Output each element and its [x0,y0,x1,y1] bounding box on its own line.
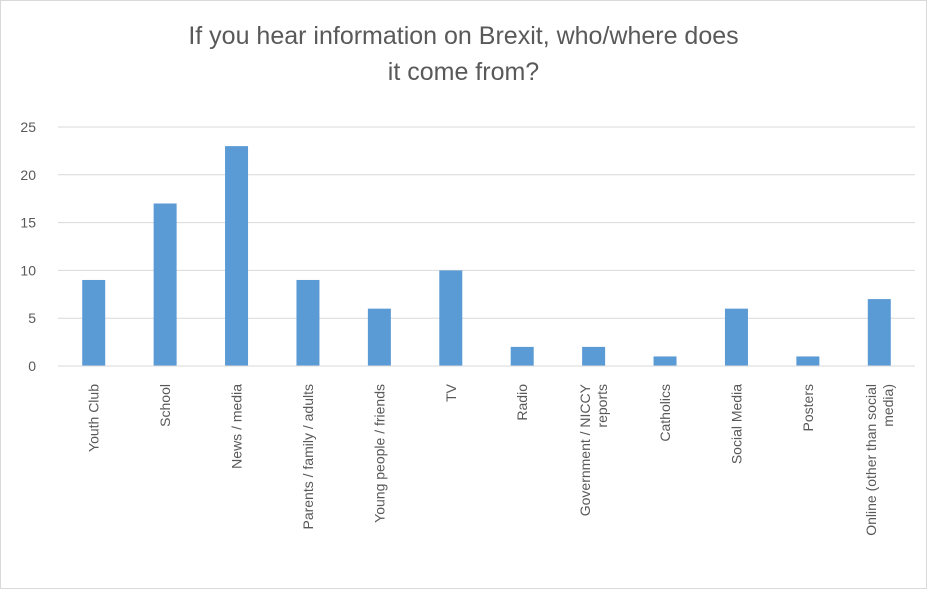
y-tick-label-10: 10 [20,262,36,278]
chart-title-line-2: it come from? [387,58,540,86]
x-axis-tick-labels: Youth Club School News / media Parents / fa… [86,383,896,535]
x-tick-label-8-0: Catholics [657,384,673,442]
x-tick-label-9-0: Social Media [728,384,744,464]
bar-7 [582,346,606,366]
y-tick-label-15: 15 [20,215,36,231]
bar-10 [796,356,820,366]
x-tick-label-10-0: Posters [800,384,816,431]
bar-2 [225,146,249,366]
chart-title-line-1: If you hear information on Brexit, who/w… [188,22,739,50]
y-tick-label-0: 0 [28,358,36,374]
bar-3 [296,279,320,366]
x-tick-label-6-0: Radio [514,384,530,421]
x-tick-label-7-0: Government / NICCY [577,383,593,516]
y-tick-label-5: 5 [28,310,36,326]
bar-11 [867,299,891,366]
x-tick-label-5-0: TV [443,383,459,402]
y-tick-label-20: 20 [20,167,36,183]
x-tick-label-11-0: Online (other than social [863,384,879,536]
x-tick-label-3-0: Parents / family / adults [300,384,316,530]
bar-4 [367,308,391,366]
bar-6 [510,346,534,366]
chart-title: If you hear information on Brexit, who/w… [0,18,927,90]
y-axis-ticks: 0 5 10 15 20 25 [20,119,36,374]
x-tick-label-0-0: Youth Club [86,384,102,452]
bar-9 [724,308,748,366]
x-tick-label-1-0: School [157,384,173,427]
x-tick-label-4-0: Young people / friends [371,384,387,523]
x-tick-label-2-0: News / media [229,384,245,469]
x-tick-label-7-1: reports [594,384,610,428]
bar-1 [153,203,177,366]
bars [82,146,891,366]
x-tick-label-11-1: media) [880,384,896,427]
bar-5 [439,270,463,366]
gridlines [58,126,915,319]
y-tick-label-25: 25 [20,119,36,135]
bar-0 [82,279,106,366]
bar-8 [653,356,677,366]
